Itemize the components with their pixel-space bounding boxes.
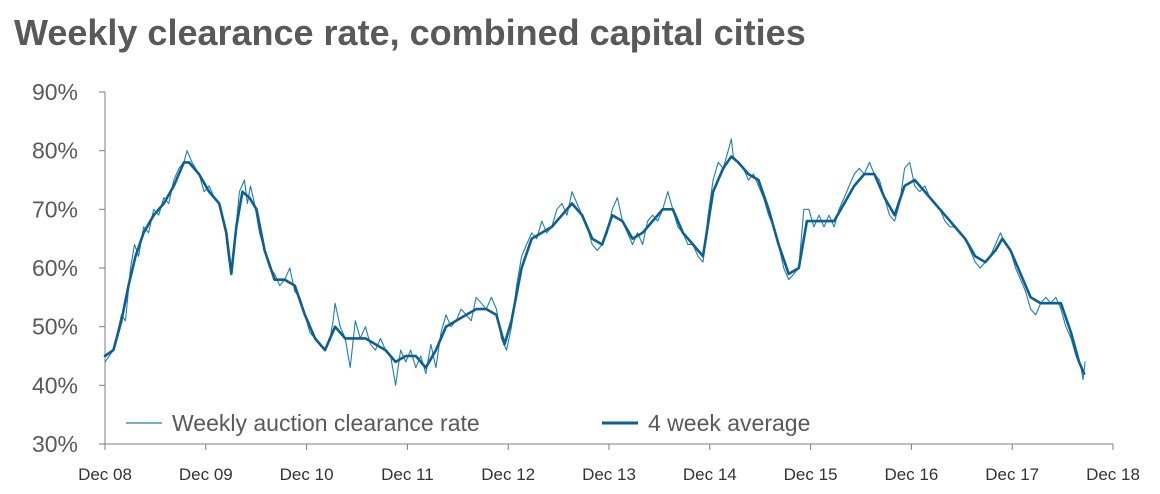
x-tick-label: Dec 11 — [381, 465, 434, 484]
y-tick-label: 60% — [32, 255, 78, 281]
chart-title: Weekly clearance rate, combined capital … — [14, 12, 806, 53]
series-layer — [103, 138, 1086, 386]
x-tick-label: Dec 10 — [280, 465, 334, 484]
axes: 30% 40% 50% 60% 70% 80% 90% Dec 08 Dec 09 Dec 10 D… — [32, 79, 1140, 484]
y-tick-label: 40% — [32, 372, 78, 398]
series-line-4-week-average — [103, 155, 1086, 375]
x-tick-label: Dec 13 — [582, 465, 636, 484]
x-tick-label: Dec 16 — [884, 465, 938, 484]
x-tick-label: Dec 18 — [1086, 465, 1140, 484]
x-tick-label: Dec 14 — [683, 465, 737, 484]
y-tick-label: 50% — [32, 314, 78, 340]
x-tick-label: Dec 09 — [179, 465, 233, 484]
y-tick-label: 80% — [32, 138, 78, 164]
legend: Weekly auction clearance rate 4 week aver… — [126, 410, 810, 436]
series-line-weekly-clearance-rate — [104, 138, 1086, 386]
legend-label: 4 week average — [648, 410, 810, 436]
x-tick-label: Dec 12 — [481, 465, 535, 484]
legend-label: Weekly auction clearance rate — [172, 410, 480, 436]
x-tick-label: Dec 15 — [784, 465, 838, 484]
x-tick-label: Dec 08 — [78, 465, 132, 484]
x-tick-label: Dec 17 — [985, 465, 1039, 484]
y-tick-label: 70% — [32, 196, 78, 222]
y-tick-label: 30% — [32, 431, 78, 457]
y-tick-label: 90% — [32, 79, 78, 105]
